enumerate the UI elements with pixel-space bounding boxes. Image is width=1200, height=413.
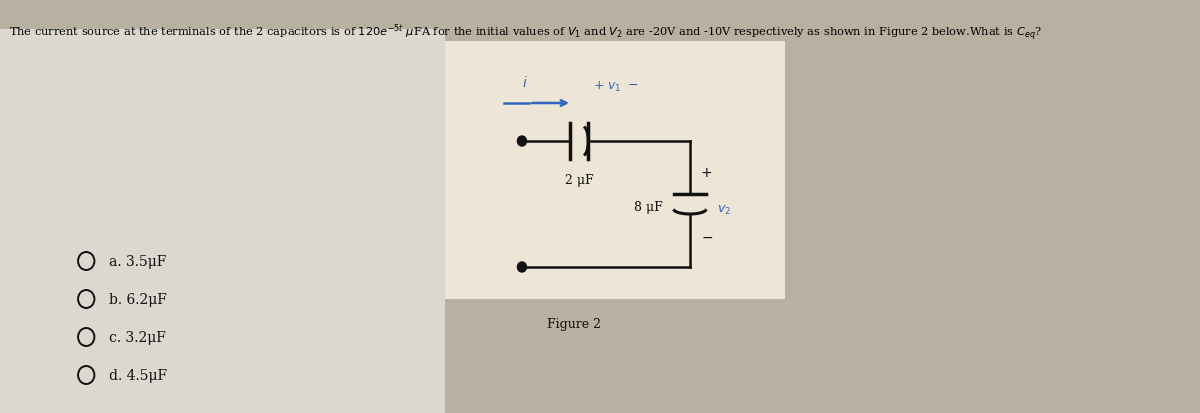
Text: d. 4.5μF: d. 4.5μF [109, 368, 167, 382]
Text: $i$: $i$ [522, 75, 528, 90]
Text: +: + [701, 166, 713, 180]
Text: $+\ v_1\ -$: $+\ v_1\ -$ [593, 80, 638, 94]
Text: $v_2$: $v_2$ [718, 203, 731, 216]
Text: $-$: $-$ [701, 230, 713, 243]
Text: The current source at the terminals of the 2 capacitors is of $120e^{-5t}\ \mu$F: The current source at the terminals of t… [10, 22, 1042, 43]
FancyBboxPatch shape [445, 42, 785, 299]
Text: b. 6.2μF: b. 6.2μF [109, 292, 167, 306]
Circle shape [517, 262, 527, 272]
Text: c. 3.2μF: c. 3.2μF [109, 330, 166, 344]
Text: Figure 2: Figure 2 [547, 317, 601, 330]
Text: 2 μF: 2 μF [565, 173, 594, 187]
Text: a. 3.5μF: a. 3.5μF [109, 254, 167, 268]
FancyBboxPatch shape [0, 30, 445, 413]
Circle shape [517, 137, 527, 147]
Text: 8 μF: 8 μF [634, 201, 662, 214]
